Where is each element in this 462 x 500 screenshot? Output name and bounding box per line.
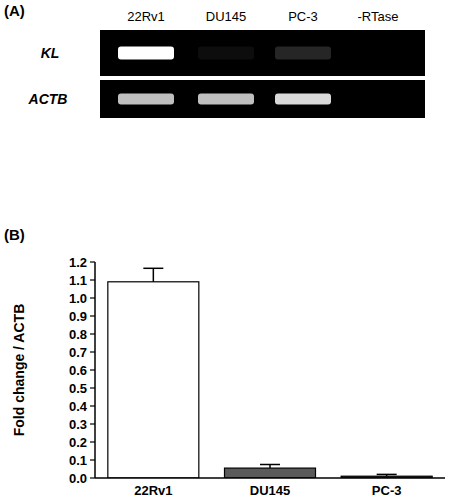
gel-band — [275, 47, 331, 60]
lane-label: 22Rv1 — [127, 9, 165, 24]
y-tick-label: 0.3 — [69, 417, 87, 432]
y-tick-label: 0.4 — [69, 399, 88, 414]
bar — [225, 468, 316, 478]
x-tick-label: PC-3 — [372, 483, 402, 498]
error-bar — [143, 268, 163, 282]
figure: (A) 22Rv1 DU145 PC-3 -RTase KL ACTB (B) 0.0 0.1 0.… — [0, 0, 462, 500]
y-tick-label: 0.9 — [69, 309, 87, 324]
gel-band — [118, 47, 174, 60]
y-tick-label: 1.0 — [69, 291, 87, 306]
y-tick-label: 0.8 — [69, 327, 87, 342]
error-bar-cap — [377, 474, 397, 476]
gel-band — [198, 94, 254, 105]
error-bar-cap — [260, 464, 280, 466]
error-bar — [377, 474, 397, 476]
gel-band — [350, 94, 406, 105]
gel-band — [118, 94, 174, 105]
gel-strip — [100, 30, 425, 76]
lane-label: DU145 — [206, 9, 246, 24]
y-tick-label: 0.2 — [69, 435, 87, 450]
y-tick-label: 1.1 — [69, 273, 87, 288]
panel-label: (A) — [4, 2, 25, 19]
y-tick-label: 0.1 — [69, 453, 87, 468]
y-tick-label: 0.0 — [69, 471, 87, 486]
error-bar-stem — [153, 268, 155, 282]
x-tick-label: 22Rv1 — [134, 483, 172, 498]
x-axis — [95, 477, 445, 479]
plot-area — [108, 268, 432, 478]
y-tick-label: 0.7 — [69, 345, 87, 360]
y-axis-label: Fold change / ACTB — [11, 304, 27, 436]
bar — [108, 282, 199, 478]
y-axis — [94, 262, 96, 478]
y-tick-label: 0.5 — [69, 381, 87, 396]
panel-label: (B) — [4, 226, 25, 243]
gel-band — [198, 47, 254, 60]
gene-label: ACTB — [28, 91, 68, 107]
error-bar-cap — [143, 268, 163, 270]
lane-label: PC-3 — [288, 9, 318, 24]
lane-label: -RTase — [358, 9, 399, 24]
y-tick-label: 1.2 — [69, 255, 87, 270]
gel-strip — [100, 80, 425, 118]
gene-label: KL — [41, 45, 60, 61]
gel-band — [275, 94, 331, 105]
y-tick-label: 0.6 — [69, 363, 87, 378]
error-bar — [260, 465, 280, 469]
x-tick-label: DU145 — [250, 483, 290, 498]
gel-band — [350, 47, 406, 60]
